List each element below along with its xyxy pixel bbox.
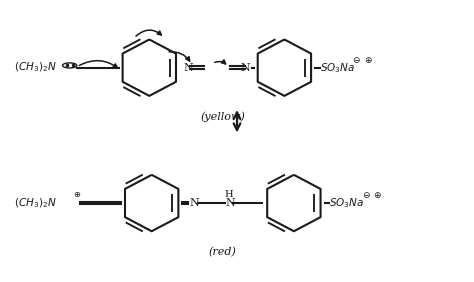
Text: $SO_3Na$: $SO_3Na$ bbox=[329, 196, 365, 210]
Text: N: N bbox=[184, 63, 194, 73]
Text: (red): (red) bbox=[209, 247, 237, 257]
Text: $\oplus$: $\oplus$ bbox=[73, 190, 82, 199]
Text: $(CH_3)_2N$: $(CH_3)_2N$ bbox=[14, 61, 57, 74]
Text: $\ominus$: $\ominus$ bbox=[362, 190, 370, 200]
Text: $\oplus$: $\oplus$ bbox=[374, 190, 382, 200]
Text: $\ominus$: $\ominus$ bbox=[352, 55, 361, 65]
FancyArrowPatch shape bbox=[136, 30, 162, 36]
Text: $\oplus$: $\oplus$ bbox=[364, 55, 373, 65]
FancyArrowPatch shape bbox=[215, 60, 226, 64]
Text: $SO_3Na$: $SO_3Na$ bbox=[320, 61, 355, 74]
Text: N: N bbox=[189, 198, 199, 208]
Text: N: N bbox=[240, 63, 250, 73]
FancyArrowPatch shape bbox=[169, 52, 190, 61]
Text: H: H bbox=[225, 190, 233, 199]
Text: $(CH_3)_2N$: $(CH_3)_2N$ bbox=[14, 196, 57, 210]
Text: (yellow): (yellow) bbox=[201, 111, 245, 122]
Text: N: N bbox=[225, 198, 235, 208]
FancyArrowPatch shape bbox=[79, 61, 118, 68]
